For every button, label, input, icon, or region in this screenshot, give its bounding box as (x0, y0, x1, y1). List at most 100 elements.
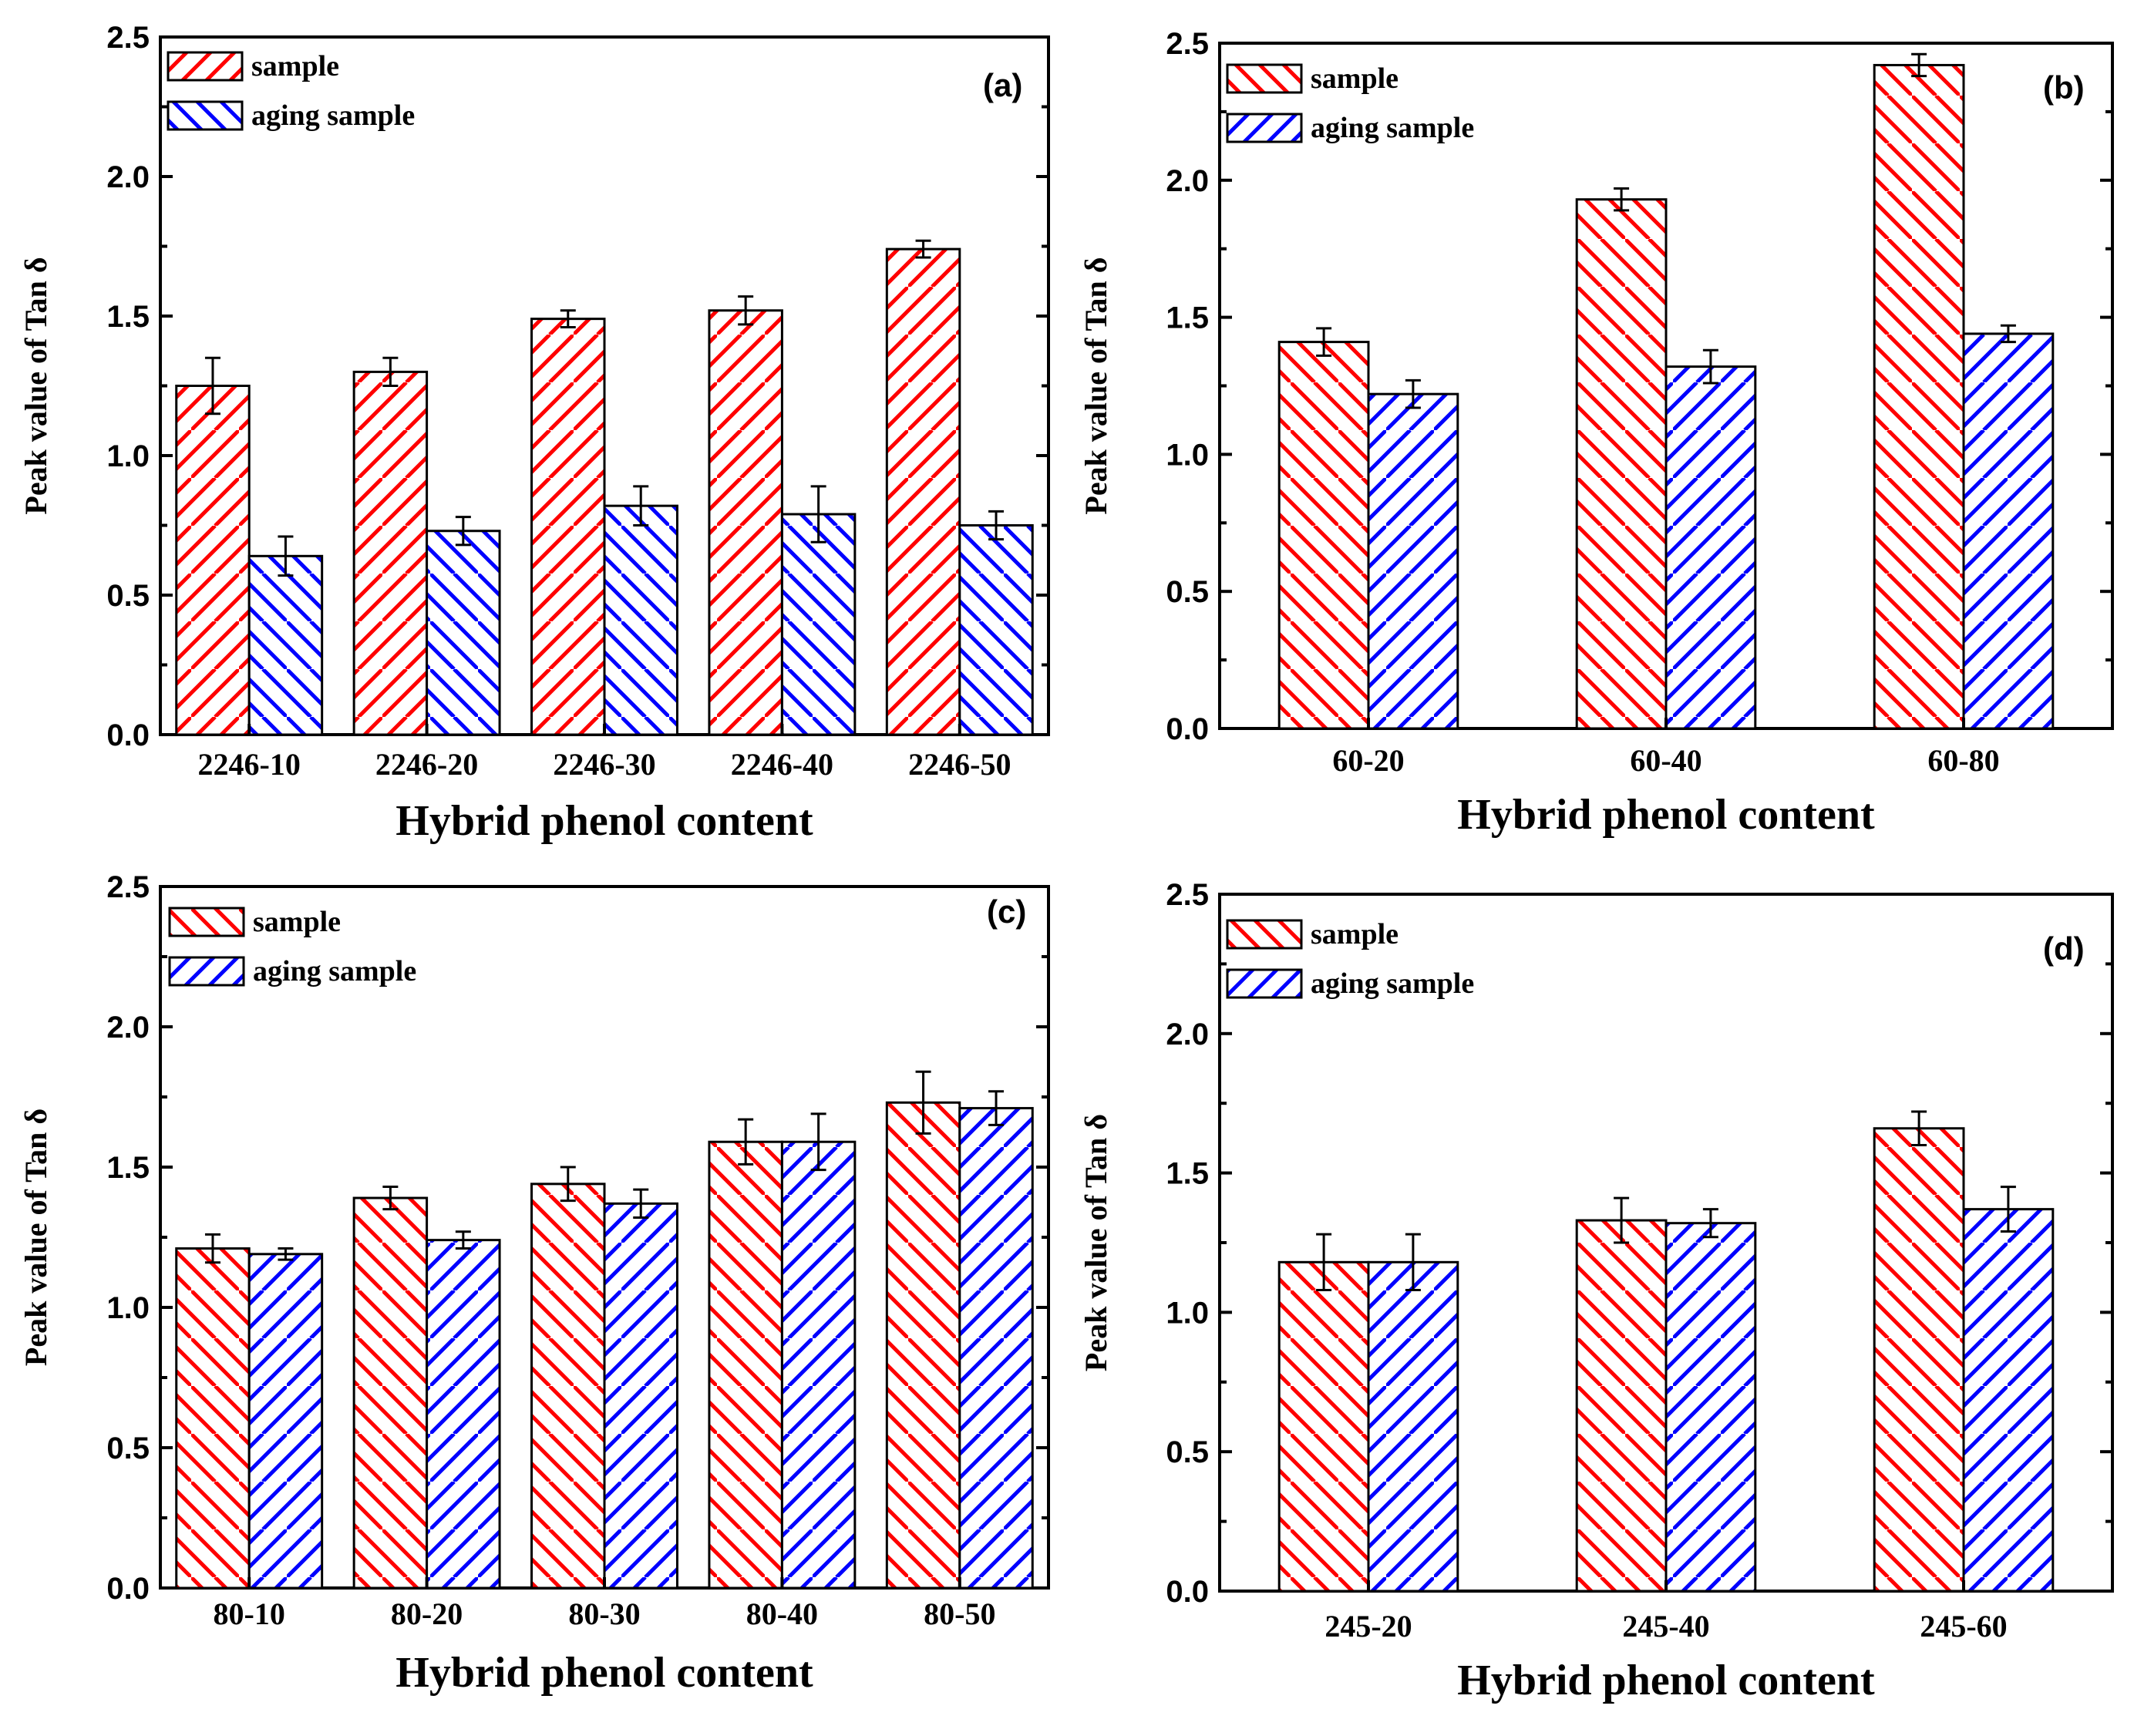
bar-sample-245-20 (1277, 1260, 1370, 1593)
bar-aging-sample-2246-40 (780, 513, 857, 736)
error-bar-sample-60-20 (1316, 327, 1332, 357)
bar-aging-sample-2246-50 (958, 524, 1034, 736)
y-axis-title: Peak value of Tan δ (19, 1109, 53, 1366)
legend-swatch-aging-sample (167, 100, 244, 131)
error-bar-aging-sample-245-20 (1405, 1233, 1421, 1291)
y-tick-label: 2.5 (106, 870, 150, 904)
bar-aging-sample-2246-10 (247, 554, 324, 736)
y-tick-label: 2.5 (1166, 27, 1209, 61)
legend-swatch-sample (167, 51, 244, 82)
bar-sample-245-60 (1873, 1127, 1965, 1593)
error-bar-sample-80-40 (738, 1118, 754, 1166)
chart-panel-d: 0.0 0.5 1.0 1.5 2.0 2.5 245-20 245-40 245-60 Hybr… (1079, 878, 2114, 1704)
error-bar-sample-2246-10 (204, 356, 220, 415)
bar-aging-sample-80-10 (247, 1253, 324, 1590)
error-bar-aging-sample-80-20 (455, 1230, 471, 1250)
chart-panel-c: 0.0 0.5 1.0 1.5 2.0 2.5 80-10 80-20 80-30 80-40 80… (19, 870, 1050, 1697)
legend-label: aging sample (253, 955, 416, 987)
chart-panel-b: 0.0 0.5 1.0 1.5 2.0 2.5 60-20 60-40 60-80 Hybrid … (1079, 27, 2114, 839)
x-tick-label: 245-40 (1622, 1609, 1709, 1643)
y-tick-label: 0.5 (106, 1432, 150, 1465)
error-bar-sample-2246-40 (738, 295, 754, 326)
y-tick-label: 0.0 (1166, 712, 1209, 746)
bar-sample-80-30 (530, 1183, 606, 1590)
bar-sample-2246-10 (175, 385, 251, 736)
bar-aging-sample-80-30 (603, 1202, 678, 1590)
bar-sample-2246-20 (352, 370, 429, 736)
panel-label: (d) (2043, 930, 2085, 967)
y-tick-label: 0.0 (106, 1572, 150, 1606)
error-bar-aging-sample-80-50 (988, 1090, 1005, 1126)
legend-swatch-aging-sample (168, 956, 245, 987)
bar-aging-sample-60-20 (1367, 392, 1459, 730)
error-bar-sample-60-80 (1911, 52, 1927, 78)
bar-sample-80-10 (175, 1247, 251, 1590)
bar-sample-80-20 (352, 1196, 429, 1590)
panel-label: (b) (2043, 69, 2085, 106)
y-tick-label: 1.5 (106, 300, 150, 334)
legend-swatch-sample (1226, 919, 1303, 950)
error-bar-sample-80-50 (915, 1070, 931, 1135)
legend-label: aging sample (251, 99, 415, 132)
error-bar-aging-sample-60-20 (1405, 378, 1421, 409)
error-bar-sample-2246-50 (915, 239, 931, 259)
y-tick-label: 2.5 (106, 21, 150, 55)
legend: sample aging sample (1226, 918, 1474, 1000)
error-bar-aging-sample-2246-20 (455, 516, 471, 547)
x-tick-label: 245-20 (1324, 1609, 1412, 1643)
legend-label: sample (251, 50, 339, 82)
legend: sample aging sample (167, 50, 415, 132)
y-axis-title: Peak value of Tan δ (1079, 1114, 1113, 1371)
error-bar-aging-sample-2246-50 (988, 510, 1005, 541)
y-tick-label: 2.0 (106, 160, 150, 194)
x-tick-label: 245-60 (1920, 1609, 2007, 1643)
y-tick-label: 0.5 (1166, 575, 1209, 609)
bar-aging-sample-245-60 (1962, 1208, 2055, 1593)
y-tick-label: 0.5 (106, 579, 150, 613)
error-bar-sample-80-30 (560, 1166, 576, 1203)
error-bar-sample-245-60 (1911, 1110, 1927, 1146)
error-bar-aging-sample-245-60 (2000, 1186, 2016, 1233)
y-tick-label: 1.0 (1166, 438, 1209, 472)
y-tick-label: 1.5 (106, 1151, 150, 1185)
error-bar-aging-sample-2246-30 (633, 485, 649, 527)
bar-sample-80-50 (885, 1101, 961, 1590)
bar-aging-sample-80-40 (780, 1140, 857, 1590)
panel-label: (a) (983, 67, 1022, 103)
error-bar-sample-2246-30 (560, 309, 576, 328)
bar-aging-sample-2246-20 (426, 530, 501, 736)
bar-aging-sample-245-20 (1367, 1260, 1459, 1593)
bar-sample-60-80 (1873, 63, 1965, 730)
x-tick-label: 2246-10 (198, 747, 301, 782)
bar-sample-2246-50 (885, 247, 961, 736)
legend-swatch-sample (168, 907, 245, 937)
error-bar-aging-sample-60-80 (2000, 324, 2016, 344)
error-bar-aging-sample-80-40 (810, 1112, 826, 1172)
legend-label: sample (253, 906, 341, 938)
panel-label: (c) (987, 893, 1026, 930)
x-tick-label: 80-10 (214, 1596, 285, 1631)
error-bar-aging-sample-245-40 (1702, 1208, 1718, 1239)
legend-swatch-aging-sample (1226, 968, 1303, 999)
x-tick-label: 2246-20 (375, 747, 478, 782)
x-tick-label: 2246-30 (553, 747, 655, 782)
legend-label: sample (1311, 918, 1399, 950)
y-tick-label: 0.0 (1166, 1575, 1209, 1609)
error-bar-aging-sample-80-10 (278, 1247, 294, 1261)
x-axis-title: Hybrid phenol content (395, 797, 813, 845)
bar-aging-sample-60-40 (1664, 365, 1757, 730)
y-axis-title: Peak value of Tan δ (19, 257, 53, 514)
error-bar-sample-80-20 (382, 1185, 399, 1211)
bar-aging-sample-2246-30 (603, 504, 678, 736)
error-bar-aging-sample-80-30 (633, 1188, 649, 1220)
bar-aging-sample-80-20 (426, 1239, 501, 1590)
bar-aging-sample-60-80 (1962, 332, 2055, 730)
x-tick-label: 80-20 (391, 1596, 463, 1631)
y-tick-label: 2.0 (1166, 164, 1209, 198)
x-tick-label: 80-30 (568, 1596, 640, 1631)
error-bar-sample-60-40 (1614, 187, 1630, 212)
bar-sample-245-40 (1575, 1219, 1668, 1593)
x-tick-label: 80-40 (746, 1596, 818, 1631)
